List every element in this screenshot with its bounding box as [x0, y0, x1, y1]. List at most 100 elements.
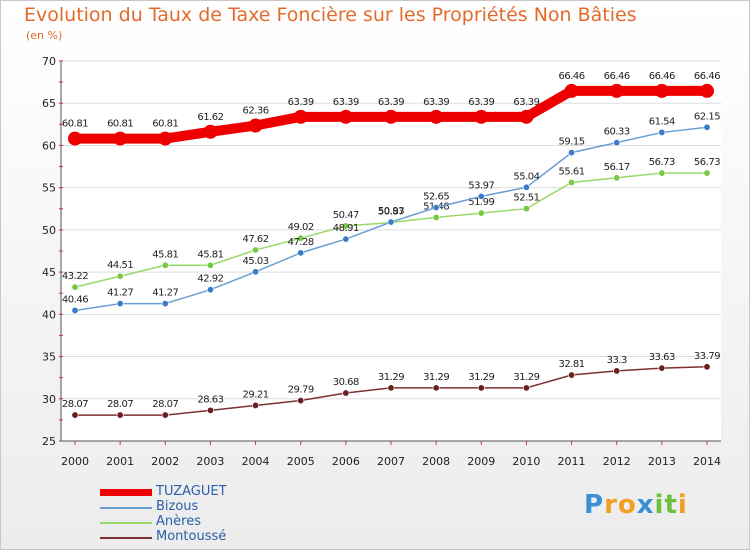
- point-montousse-2012: [613, 367, 621, 375]
- data-label-montousse-2013: 33.63: [649, 352, 675, 363]
- y-tick-label-65: 65: [42, 97, 56, 110]
- y-tick-label-70: 70: [42, 55, 56, 68]
- point-montousse-2005: [297, 397, 305, 405]
- legend-label-bizous: Bizous: [156, 499, 199, 514]
- data-label-bizous-2006: 48.91: [333, 223, 359, 234]
- y-tick-label-55: 55: [42, 182, 56, 195]
- y-tick-label-60: 60: [42, 139, 56, 152]
- point-tuzaguet-2014: [700, 83, 714, 98]
- point-montousse-2009: [477, 384, 485, 392]
- point-bizous-2001: [116, 300, 124, 308]
- data-label-bizous-2011: 59.15: [559, 137, 585, 148]
- data-label-montousse-2011: 32.81: [559, 359, 585, 370]
- y-tick-label-45: 45: [42, 266, 56, 279]
- y-tick-label-35: 35: [42, 351, 56, 364]
- legend-swatch-montousse: [100, 537, 152, 539]
- data-label-aneres-2010: 52.51: [513, 193, 539, 204]
- data-label-tuzaguet-2011: 66.46: [559, 71, 585, 82]
- data-label-aneres-2012: 56.17: [604, 162, 630, 173]
- point-tuzaguet-2005: [293, 109, 308, 124]
- data-label-bizous-2005: 47.28: [288, 237, 314, 248]
- point-montousse-2004: [252, 401, 260, 409]
- point-aneres-2005: [297, 234, 305, 242]
- data-label-montousse-2012: 33.3: [607, 355, 627, 366]
- point-bizous-2006: [342, 235, 350, 243]
- y-tick-label-30: 30: [42, 393, 56, 406]
- data-label-bizous-2014: 62.15: [694, 111, 720, 122]
- data-label-aneres-2002: 45.81: [152, 249, 178, 260]
- data-label-aneres-2009: 51.99: [468, 197, 494, 208]
- point-bizous-2004: [252, 268, 260, 276]
- point-bizous-2005: [297, 249, 305, 257]
- legend-swatch-tuzaguet: [100, 489, 152, 496]
- point-montousse-2000: [71, 411, 79, 419]
- data-label-tuzaguet-2002: 60.81: [152, 119, 178, 130]
- point-aneres-2009: [477, 209, 485, 217]
- data-label-tuzaguet-2008: 63.39: [423, 97, 449, 108]
- point-tuzaguet-2012: [609, 83, 624, 98]
- point-aneres-2012: [613, 174, 621, 182]
- point-bizous-2012: [613, 139, 621, 147]
- legend-swatch-aneres: [100, 522, 152, 524]
- point-montousse-2013: [658, 364, 666, 372]
- point-tuzaguet-2011: [564, 83, 579, 98]
- x-tick-label-2010: 2010: [512, 455, 540, 468]
- data-label-tuzaguet-2007: 63.39: [378, 97, 404, 108]
- x-tick-label-2011: 2011: [558, 455, 586, 468]
- legend-label-tuzaguet: TUZAGUET: [156, 484, 227, 499]
- data-label-bizous-2001: 41.27: [107, 288, 133, 299]
- point-montousse-2014: [703, 363, 711, 371]
- data-label-aneres-2001: 44.51: [107, 260, 133, 271]
- point-bizous-2007: [387, 218, 395, 226]
- data-label-bizous-2002: 41.27: [152, 288, 178, 299]
- data-label-montousse-2010: 31.29: [513, 372, 539, 383]
- point-montousse-2008: [432, 384, 440, 392]
- point-tuzaguet-2003: [203, 124, 218, 139]
- logo-letter: i: [654, 490, 665, 520]
- point-bizous-2000: [71, 306, 79, 314]
- point-aneres-2014: [703, 169, 711, 177]
- point-montousse-2003: [206, 406, 214, 414]
- point-aneres-2000: [71, 283, 79, 291]
- point-montousse-2001: [116, 411, 124, 419]
- data-label-aneres-2006: 50.47: [333, 210, 359, 221]
- data-label-montousse-2014: 33.79: [694, 351, 720, 362]
- legend-swatch-bizous: [100, 507, 152, 509]
- data-label-tuzaguet-2010: 63.39: [513, 97, 539, 108]
- data-label-tuzaguet-2003: 61.62: [197, 112, 223, 123]
- point-montousse-2007: [387, 384, 395, 392]
- data-label-montousse-2005: 29.79: [288, 385, 314, 396]
- x-tick-label-2000: 2000: [61, 455, 89, 468]
- x-tick-label-2001: 2001: [106, 455, 134, 468]
- data-label-aneres-2003: 45.81: [197, 249, 223, 260]
- point-aneres-2006: [342, 222, 350, 230]
- x-tick-label-2008: 2008: [422, 455, 450, 468]
- point-bizous-2013: [658, 128, 666, 136]
- data-label-tuzaguet-2006: 63.39: [333, 97, 359, 108]
- y-axis-unit-label: (en %): [26, 29, 63, 42]
- point-bizous-2002: [161, 300, 169, 308]
- point-tuzaguet-2002: [158, 131, 173, 146]
- x-tick-label-2013: 2013: [648, 455, 676, 468]
- point-aneres-2010: [522, 205, 530, 213]
- point-aneres-2002: [161, 261, 169, 269]
- y-tick-label-40: 40: [42, 308, 56, 321]
- point-montousse-2010: [522, 384, 530, 392]
- logo-letter: x: [636, 490, 655, 520]
- data-label-aneres-2007: 50.87: [378, 207, 404, 218]
- x-tick-label-2005: 2005: [287, 455, 315, 468]
- data-label-tuzaguet-2009: 63.39: [468, 97, 494, 108]
- data-label-tuzaguet-2001: 60.81: [107, 119, 133, 130]
- data-label-aneres-2011: 55.61: [559, 167, 585, 178]
- point-bizous-2011: [568, 149, 576, 157]
- data-label-tuzaguet-2013: 66.46: [649, 71, 675, 82]
- data-label-tuzaguet-2005: 63.39: [288, 97, 314, 108]
- data-label-aneres-2000: 43.22: [62, 271, 88, 282]
- legend-label-montousse: Montoussé: [156, 529, 227, 544]
- data-label-bizous-2010: 55.04: [513, 171, 539, 182]
- point-tuzaguet-2001: [113, 131, 128, 146]
- data-label-montousse-2007: 31.29: [378, 372, 404, 383]
- data-label-bizous-2009: 53.97: [468, 180, 494, 191]
- data-label-montousse-2001: 28.07: [107, 399, 133, 410]
